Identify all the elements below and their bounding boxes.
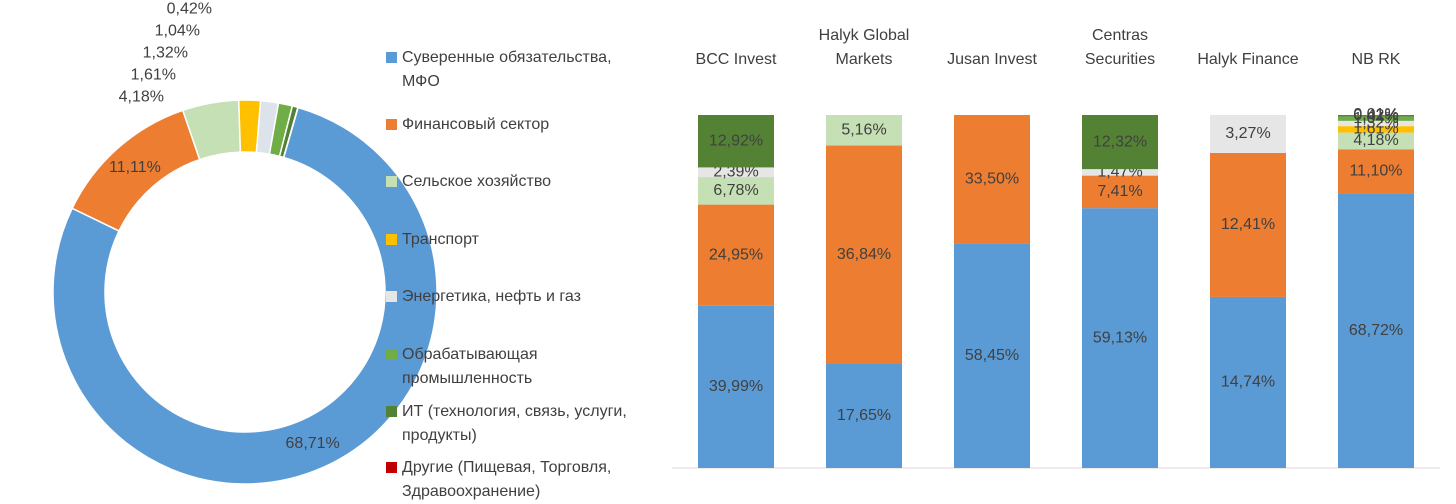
slice-label: 1,61%: [131, 66, 176, 83]
bar-segment: [954, 243, 1030, 468]
bar-segment: [1338, 115, 1414, 117]
slice-label: 1,04%: [155, 22, 200, 39]
bar-segment: [698, 167, 774, 178]
bar-label: 59,13%: [1093, 329, 1147, 346]
legend-item: Другие (Пищевая, Торговля, Здравоохранен…: [386, 456, 636, 504]
legend-swatch: [386, 462, 397, 473]
bar-segment: [1082, 208, 1158, 468]
bar-label: 24,95%: [709, 246, 763, 263]
bar-segment: [1082, 175, 1158, 209]
bar-label: 58,45%: [965, 347, 1019, 364]
bar-segment: [1338, 149, 1414, 194]
donut-slice: [52, 106, 438, 485]
bar-segment: [698, 115, 774, 168]
legend-item: ИТ (технология, связь, услуги, продукты): [386, 400, 636, 448]
bar-segment: [1082, 169, 1158, 176]
legend-label: Сельское хозяйство: [402, 173, 552, 190]
legend-item: Финансовый сектор: [386, 113, 636, 137]
bar-label: 17,65%: [837, 407, 891, 424]
legend-label: Энергетика, нефть и газ: [402, 288, 581, 305]
x-tick-label: BCC Invest: [695, 51, 777, 68]
bar-segment: [826, 363, 902, 468]
bar-label: 11,10%: [1349, 163, 1402, 180]
bar-label: 4,18%: [1353, 132, 1398, 149]
bar-segment: [1210, 115, 1286, 153]
slice-label: 68,71%: [286, 435, 340, 452]
slice-label: 0,42%: [167, 0, 212, 17]
bar-label: 3,27%: [1225, 125, 1270, 142]
legend-swatch: [386, 406, 397, 417]
bar-segment: [1210, 152, 1286, 297]
bar-segment: [954, 115, 1030, 244]
bar-segment: [826, 145, 902, 364]
bar-segment: [1338, 116, 1414, 121]
bar-segment: [1082, 115, 1158, 170]
slice-label: 1,32%: [143, 44, 188, 61]
bar-segment: [1338, 126, 1414, 133]
donut-slice: [282, 106, 299, 159]
legend-label: Финансовый сектор: [402, 116, 550, 133]
legend-swatch: [386, 119, 397, 130]
legend-swatch: [386, 176, 397, 187]
x-tick-label: NB RK: [1351, 51, 1401, 68]
legend-item: Энергетика, нефть и газ: [386, 285, 636, 309]
bar-label: 39,99%: [709, 378, 763, 395]
bar-segment: [1338, 193, 1414, 468]
bar-segment: [1338, 132, 1414, 150]
x-tick-label: Centras Securities: [1084, 27, 1156, 68]
bar-label: 12,41%: [1221, 216, 1275, 233]
bar-segment: [826, 115, 902, 146]
legend-swatch: [386, 52, 397, 63]
legend-swatch: [386, 234, 397, 245]
legend-swatch: [386, 291, 397, 302]
bar-label: 0,42%: [1353, 107, 1398, 124]
legend-label: ИТ (технология, связь, услуги, продукты): [402, 403, 627, 444]
legend-label: Суверенные обязательства, МФО: [402, 49, 612, 90]
bar-label: 7,41%: [1097, 183, 1142, 200]
legend-swatch: [386, 349, 397, 360]
bar-label: 6,78%: [713, 182, 758, 199]
bar-segment: [698, 177, 774, 205]
x-tick-label: Halyk Global Markets: [818, 27, 910, 68]
legend-label: Обрабатывающая промышленность: [402, 346, 538, 387]
bar-label: 2,39%: [713, 163, 758, 180]
slice-label: 11,11%: [109, 159, 161, 176]
bar-segment: [1210, 296, 1286, 468]
bar-label: 5,16%: [841, 121, 886, 138]
bar-label: 1,04%: [1353, 110, 1398, 127]
x-tick-label: Halyk Finance: [1197, 51, 1299, 68]
slice-label: 4,18%: [119, 88, 164, 105]
bar-label: 14,74%: [1221, 374, 1275, 391]
bar-label: 33,50%: [965, 171, 1019, 188]
legend-item: Сельское хозяйство: [386, 170, 636, 194]
legend-label: Другие (Пищевая, Торговля, Здравоохранен…: [402, 459, 612, 500]
bar-segment: [1338, 120, 1414, 127]
bar-label: 12,92%: [709, 132, 763, 149]
legend-item: Транспорт: [386, 228, 636, 252]
bar-segment: [698, 204, 774, 306]
legend-item: Обрабатывающая промышленность: [386, 343, 636, 391]
bar-label: 36,84%: [837, 246, 891, 263]
legend-label: Транспорт: [402, 231, 479, 248]
legend-item: Суверенные обязательства, МФО: [386, 46, 636, 94]
bar-label: 0,01%: [1353, 106, 1398, 123]
bar-segment: [698, 305, 774, 468]
bar-label: 12,32%: [1093, 133, 1147, 150]
bar-label: 68,72%: [1349, 322, 1403, 339]
x-tick-label: Jusan Invest: [947, 51, 1037, 68]
